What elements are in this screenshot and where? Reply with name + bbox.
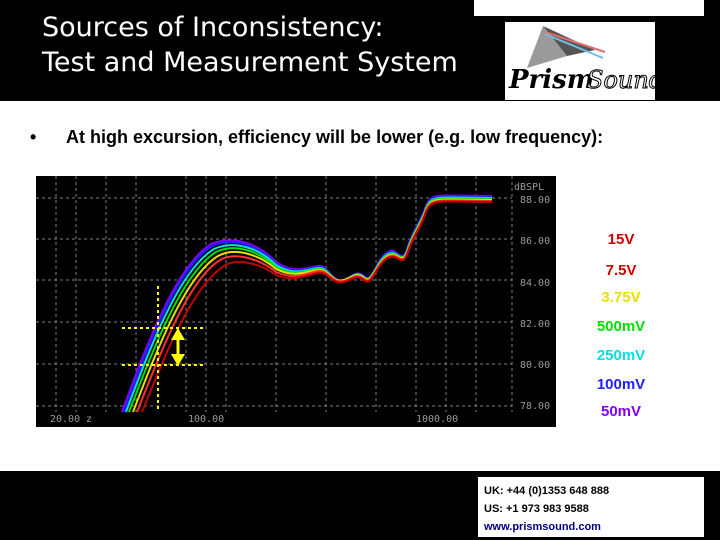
y-tick-label: 88.00: [520, 195, 550, 206]
x-unit-label: z: [86, 414, 92, 425]
excursion-arrow: [171, 328, 185, 366]
title-line-1: Sources of Inconsistency:: [42, 12, 384, 43]
stimulus-level-500mV: 500mV: [596, 318, 646, 335]
stimulus-level-50mV: 50mV: [600, 403, 642, 420]
title-line-2: Test and Measurement System: [42, 47, 458, 78]
x-tick-label: 1000.00: [416, 414, 458, 425]
contact-uk: UK: +44 (0)1353 648 888: [484, 485, 610, 497]
bullet-point: • At high excursion, efficiency will be l…: [30, 127, 603, 148]
slide-title: Sources of Inconsistency: Test and Measu…: [42, 10, 458, 80]
frequency-response-plot: dBSPL 88.00 86.00 84.00 82.00 80.00 78.0…: [36, 176, 556, 427]
plot-grid: [36, 176, 513, 412]
bullet-dot: •: [30, 127, 37, 147]
stimulus-level-100mV: 100mV: [596, 376, 646, 393]
y-tick-label: 86.00: [520, 236, 550, 247]
stimulus-level-250mV: 250mV: [596, 347, 646, 364]
plot-background: [36, 176, 556, 427]
stimulus-level-15V: 15V: [607, 231, 635, 248]
header-white-box: [474, 0, 704, 16]
svg-text:Prism: Prism: [508, 65, 594, 95]
y-unit-label: dBSPL: [514, 182, 544, 193]
stimulus-title: Stimulus Amplitude:: [585, 184, 657, 220]
y-tick-label: 78.00: [520, 401, 550, 412]
svg-text:Sound: Sound: [587, 66, 655, 94]
stimulus-level-3.75V: 3.75V: [601, 289, 641, 306]
contact-us: US: +1 973 983 9588: [484, 503, 589, 515]
response-curves: [121, 194, 493, 413]
prism-sound-logo: Prism Sound: [505, 22, 655, 100]
y-tick-label: 84.00: [520, 278, 550, 289]
y-tick-label: 82.00: [520, 319, 550, 330]
x-tick-label: 100.00: [188, 414, 224, 425]
x-tick-label: 20.00: [50, 414, 80, 425]
curve-15V: [141, 200, 493, 413]
excursion-annotation: [122, 286, 204, 412]
y-tick-label: 80.00: [520, 360, 550, 371]
stimulus-level-7.5V: 7.5V: [605, 262, 637, 279]
bullet-text: At high excursion, efficiency will be lo…: [66, 127, 604, 147]
contact-box: UK: +44 (0)1353 648 888 US: +1 973 983 9…: [478, 477, 704, 537]
contact-website[interactable]: www.prismsound.com: [484, 521, 601, 533]
